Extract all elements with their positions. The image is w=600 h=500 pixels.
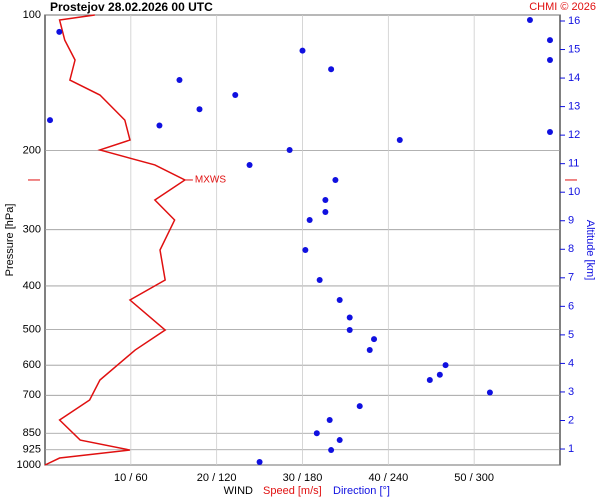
y-tick-label: 700	[23, 389, 41, 401]
y2-tick-label: 4	[568, 357, 574, 369]
y-tick-label: 300	[23, 224, 41, 236]
direction-point	[156, 122, 163, 129]
annotation: MXWS	[195, 175, 226, 186]
y2-tick-label: 13	[568, 101, 580, 113]
direction-point	[436, 371, 443, 378]
y2-tick-label: 6	[568, 300, 574, 312]
y2-tick-label: 2	[568, 414, 574, 426]
y2-tick-label: 11	[568, 158, 579, 170]
direction-point	[302, 247, 309, 254]
direction-point	[356, 403, 363, 410]
speed-line	[44, 14, 187, 466]
direction-point	[346, 327, 353, 334]
direction-point	[306, 217, 313, 224]
direction-point	[336, 297, 343, 304]
direction-point	[426, 376, 433, 383]
direction-point	[442, 362, 449, 369]
x-tick-label: 10 / 60	[114, 472, 148, 484]
direction-point	[328, 447, 335, 454]
y-tick-label: 200	[23, 144, 41, 156]
x-tick-label: 30 / 180	[283, 472, 323, 484]
direction-point	[47, 117, 54, 124]
chart-title: Prostejov 28.02.2026 00 UTC	[50, 0, 213, 14]
direction-point	[546, 129, 553, 136]
y-tick-label: 100	[23, 9, 41, 21]
y-tick-label: 925	[23, 444, 41, 456]
y-tick-label: 850	[23, 427, 41, 439]
direction-point	[322, 208, 329, 215]
direction-point	[486, 389, 493, 396]
direction-point	[56, 28, 63, 35]
y2-tick-label: 5	[568, 329, 574, 341]
direction-point	[299, 47, 306, 54]
x-axis-label: WIND	[224, 485, 253, 497]
direction-point	[322, 197, 329, 204]
direction-point	[313, 430, 320, 437]
direction-point	[176, 77, 183, 84]
direction-point	[232, 92, 239, 99]
direction-point	[286, 146, 293, 153]
y2-tick-label: 9	[568, 215, 574, 227]
direction-point	[196, 106, 203, 113]
x-tick-label: 40 / 240	[368, 472, 408, 484]
direction-point	[336, 437, 343, 444]
direction-point	[371, 336, 378, 343]
direction-point	[546, 37, 553, 44]
x-axis-label-speed: Speed [m/s]	[263, 485, 322, 497]
direction-point	[328, 66, 335, 73]
y-tick-label: 600	[23, 359, 41, 371]
y2-axis-label: Altitude [km]	[584, 220, 596, 281]
direction-point	[346, 314, 353, 321]
y2-tick-label: 12	[568, 129, 580, 141]
y-tick-label: 1000	[17, 459, 41, 471]
direction-point	[546, 57, 553, 64]
y2-tick-label: 15	[568, 43, 580, 55]
x-tick-label: 20 / 120	[197, 472, 237, 484]
direction-point	[332, 176, 339, 183]
y2-tick-label: 16	[568, 15, 580, 27]
direction-point	[366, 347, 373, 354]
x-tick-label: 50 / 300	[454, 472, 494, 484]
direction-point	[326, 416, 333, 423]
x-axis-label-direction: Direction [°]	[333, 485, 390, 497]
direction-point	[316, 276, 323, 283]
direction-point	[396, 137, 403, 144]
y2-tick-label: 3	[568, 386, 574, 398]
direction-point	[246, 161, 253, 168]
y-tick-label: 500	[23, 323, 41, 335]
y2-tick-label: 14	[568, 72, 580, 84]
direction-point	[256, 459, 263, 466]
direction-point	[526, 17, 533, 24]
y2-tick-label: 8	[568, 243, 574, 255]
credit: CHMI © 2026	[529, 1, 596, 13]
y-tick-label: 400	[23, 280, 41, 292]
y2-tick-label: 7	[568, 272, 574, 284]
y2-tick-label: 1	[568, 443, 574, 455]
y-axis-label: Pressure [hPa]	[4, 204, 16, 277]
y2-tick-label: 10	[568, 186, 580, 198]
